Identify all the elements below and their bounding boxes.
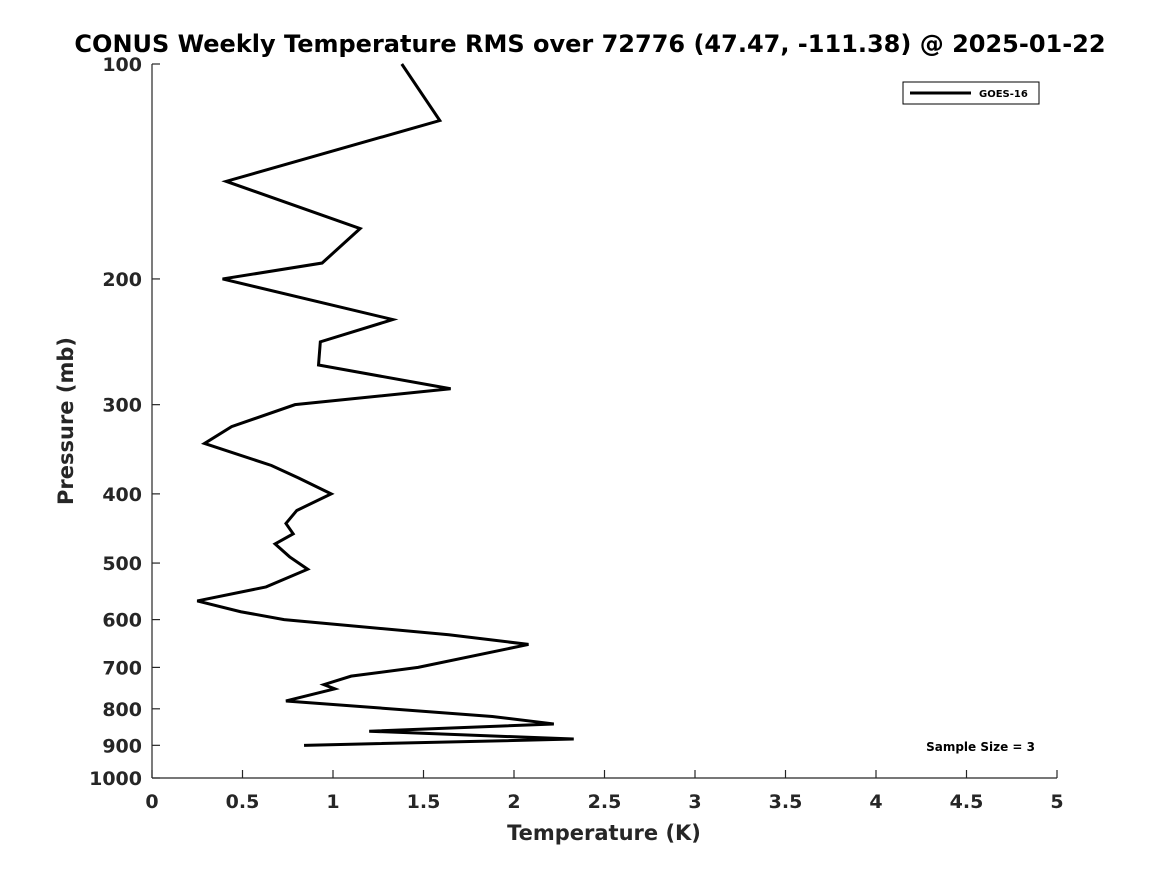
y-tick-label: 400: [102, 484, 142, 506]
x-tick-label: 5: [1050, 791, 1063, 813]
y-tick-label: 600: [102, 610, 142, 632]
y-axis-ticks: 100 200 300 400 500 600 700 800 900 1000: [89, 54, 160, 790]
x-axis-ticks: 0 0.5 1 1.5 2 2.5 3 3.5 4 4.5 5: [145, 770, 1064, 813]
legend: GOES-16: [902, 81, 1040, 105]
x-tick-label: 3: [688, 791, 701, 813]
y-tick-label: 300: [102, 395, 142, 417]
series-line-goes-16: [196, 63, 574, 747]
sample-size-annotation: Sample Size = 3: [926, 740, 1035, 754]
chart-title: CONUS Weekly Temperature RMS over 72776 …: [74, 30, 1105, 58]
y-tick-label: 800: [102, 699, 142, 721]
y-tick-label: 700: [102, 657, 142, 679]
x-tick-label: 3.5: [769, 791, 803, 813]
y-tick-label: 100: [102, 54, 142, 76]
x-tick-label: 0.5: [226, 791, 260, 813]
x-tick-label: 2: [507, 791, 520, 813]
y-tick-label: 200: [102, 269, 142, 291]
y-axis-label: Pressure (mb): [54, 337, 78, 505]
x-tick-label: 1: [326, 791, 339, 813]
x-axis-label: Temperature (K): [507, 821, 701, 845]
legend-label-goes-16: GOES-16: [979, 89, 1028, 100]
x-tick-label: 4.5: [950, 791, 984, 813]
x-tick-label: 4: [869, 791, 882, 813]
x-tick-label: 1.5: [407, 791, 441, 813]
y-tick-label: 900: [102, 735, 142, 757]
y-tick-label: 500: [102, 553, 142, 575]
plot-area: [196, 63, 574, 747]
y-tick-label: 1000: [89, 768, 142, 790]
x-tick-label: 0: [145, 791, 158, 813]
x-tick-label: 2.5: [588, 791, 622, 813]
